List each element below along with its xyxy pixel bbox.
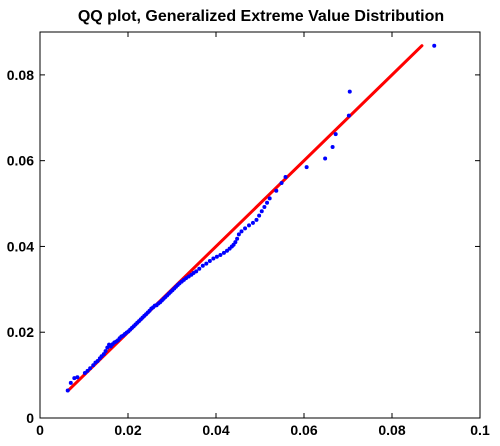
data-point [346,113,351,118]
data-point [347,89,352,94]
data-point [105,345,110,350]
data-point [101,352,106,357]
chart-title: QQ plot, Generalized Extreme Value Distr… [78,8,444,25]
x-tick-label: 0.06 [290,422,317,438]
data-point [218,253,223,258]
data-point [257,213,262,218]
x-tick-label: 0.08 [378,422,405,438]
data-point [236,232,241,237]
data-point [243,226,248,231]
x-tick-label: 0.1 [470,422,490,438]
data-point [204,261,209,266]
data-point [333,132,338,137]
y-tick-label: 0.04 [7,238,34,254]
data-point [233,240,238,245]
plot-area [39,31,481,419]
data-point [65,388,70,393]
data-point [323,156,328,161]
data-point [283,174,288,179]
data-point [330,144,335,149]
data-point [274,188,279,193]
data-point [304,165,309,170]
y-tick-label: 0 [26,410,34,426]
y-tick-label: 0.08 [7,67,34,83]
data-point [267,196,272,201]
data-point [207,259,212,264]
x-tick-label: 0.02 [114,422,141,438]
data-point [103,349,108,354]
data-point [68,380,73,385]
data-point [85,368,90,373]
data-point [214,254,219,259]
x-axis: 0 0.02 0.04 0.06 0.08 0.1 [36,32,490,438]
data-point [259,209,264,214]
x-tick-label: 0 [36,422,44,438]
data-point [279,180,284,185]
data-point [88,366,93,371]
data-point [75,375,80,380]
y-tick-label: 0.02 [7,324,34,340]
data-point [247,223,251,228]
data-point [265,200,270,205]
data-point [221,250,226,255]
data-point [194,269,199,274]
y-axis: 0 0.02 0.04 0.06 0.08 [7,67,480,426]
x-tick-label: 0.04 [202,422,229,438]
data-point [250,220,255,225]
data-point [254,217,259,222]
data-point [211,256,216,261]
data-point [262,204,267,209]
data-point [432,43,437,48]
data-point [239,229,244,234]
y-tick-label: 0.06 [7,153,34,169]
data-point [197,266,202,271]
data-point [72,376,77,381]
data-points-layer [65,43,437,393]
data-point [235,236,240,241]
data-point [200,263,205,268]
